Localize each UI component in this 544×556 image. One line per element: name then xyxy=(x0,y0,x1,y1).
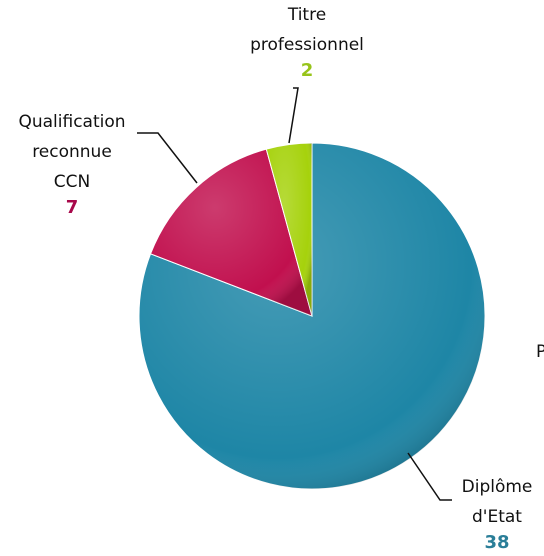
slice-shine xyxy=(150,149,312,316)
slice-shine xyxy=(266,143,312,316)
value-label: 2 xyxy=(301,60,314,81)
leader-line xyxy=(137,132,198,184)
pie xyxy=(138,142,486,490)
value-label: 7 xyxy=(66,197,79,218)
slice-label: Qualification reconnue CCN xyxy=(18,112,125,192)
annotation: P xyxy=(536,342,544,362)
leader-line xyxy=(288,87,299,144)
slice-label: Titre professionnel xyxy=(250,5,364,55)
leader-line xyxy=(407,452,452,501)
slice-label: Diplôme d'Etat xyxy=(462,477,533,527)
value-label: 38 xyxy=(484,532,509,553)
